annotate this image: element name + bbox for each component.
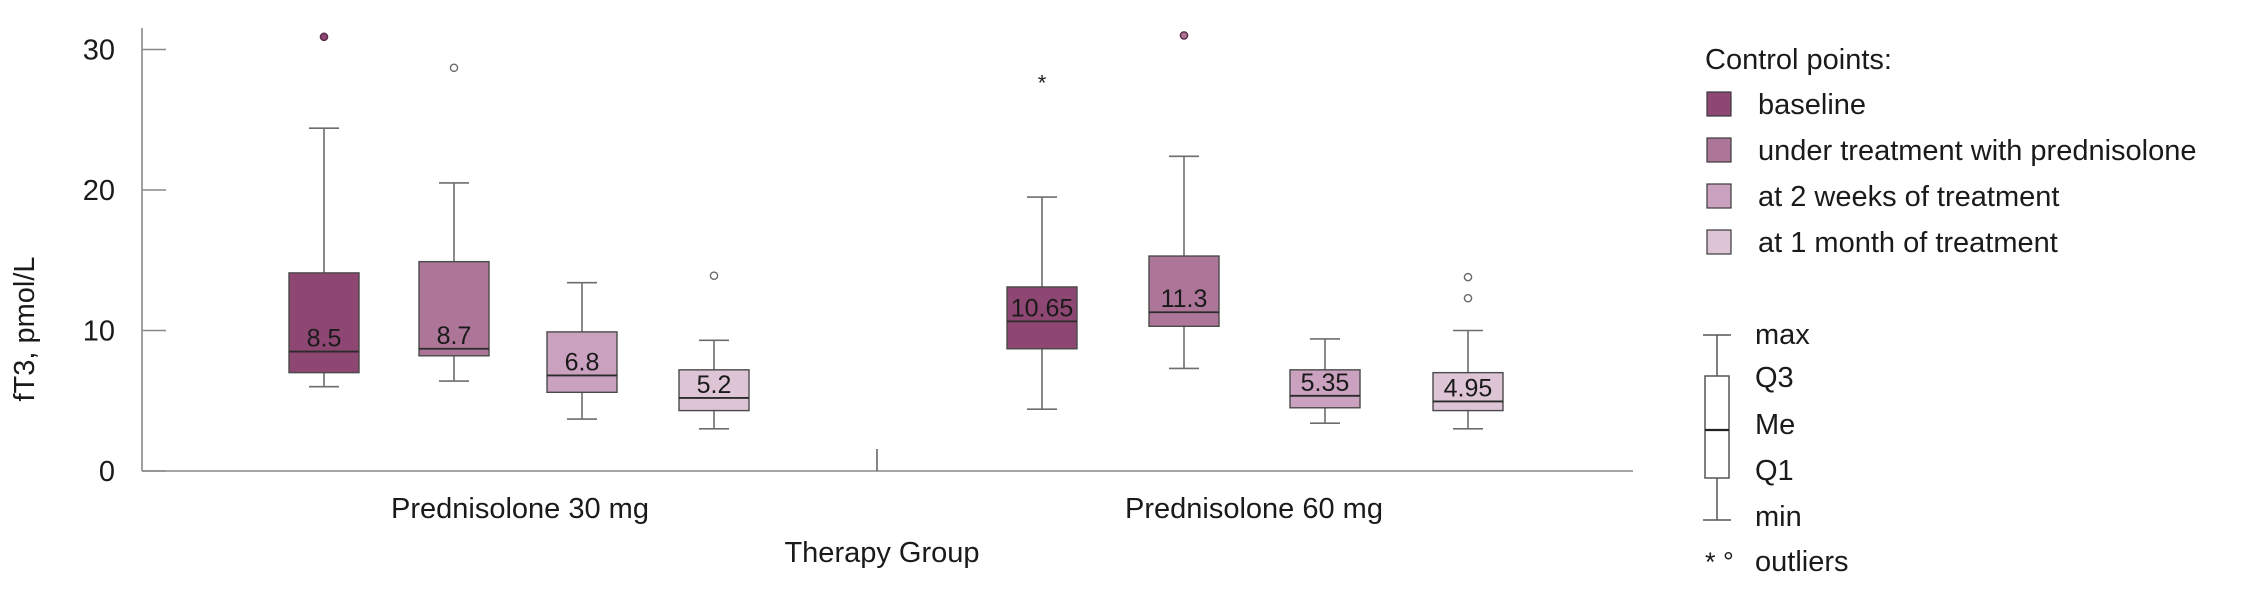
key-label-max: max — [1755, 319, 1810, 351]
x-axis-title: Therapy Group — [784, 537, 979, 569]
median-label: 11.3 — [1161, 285, 1208, 313]
box-iqr — [678, 369, 750, 412]
boxes: 8.5 8.7 6.8 5.2 10.65 * 11.3 5.35 4.95 — [288, 31, 1504, 430]
key-label-q1: Q1 — [1755, 455, 1794, 487]
outlier-star: * — [1038, 70, 1047, 95]
legend-swatch — [1706, 229, 1732, 255]
box-iqr — [418, 260, 490, 357]
y-axis-title: fT3, pmol/L — [9, 256, 41, 401]
legend-label: under treatment with prednisolone — [1758, 135, 2196, 167]
x-group-label: Prednisolone 60 mg — [1125, 493, 1383, 525]
box-4: 10.65 * — [1006, 70, 1078, 410]
y-tick-label: 30 — [83, 35, 115, 67]
boxplot-key: max Q3 Me Q1 min * ° outliers — [1703, 319, 1849, 578]
box-iqr — [1432, 371, 1504, 412]
y-tick-label: 0 — [99, 456, 115, 488]
box-5: 11.3 — [1148, 31, 1220, 370]
outlier-point — [449, 63, 459, 73]
median-label: 8.7 — [437, 322, 472, 350]
box-iqr — [546, 331, 618, 394]
median-label: 6.8 — [565, 348, 600, 376]
legend-label: at 2 weeks of treatment — [1758, 181, 2059, 213]
key-box — [1704, 375, 1730, 479]
median-label: 4.95 — [1444, 374, 1493, 402]
box-iqr — [1289, 369, 1361, 409]
median-label: 8.5 — [307, 325, 342, 353]
outlier-point — [1463, 293, 1473, 303]
median-label: 5.35 — [1301, 369, 1350, 397]
box-0: 8.5 — [288, 32, 360, 388]
box-7: 4.95 — [1432, 272, 1504, 430]
outlier-point — [709, 271, 719, 281]
legend-swatch — [1706, 137, 1732, 163]
box-6: 5.35 — [1289, 338, 1361, 425]
legend-swatch — [1706, 91, 1732, 117]
box-iqr — [1148, 255, 1220, 327]
key-label-q3: Q3 — [1755, 362, 1794, 394]
legend-label: at 1 month of treatment — [1758, 227, 2058, 259]
legend: Control points: baseline under treatment w… — [1705, 44, 2196, 259]
x-group-label: Prednisolone 30 mg — [391, 493, 649, 525]
box-3: 5.2 — [678, 271, 750, 430]
key-label-min: min — [1755, 501, 1802, 533]
y-tick-label: 10 — [83, 316, 115, 348]
key-outlier-symbols: * ° — [1705, 547, 1734, 577]
median-label: 5.2 — [697, 371, 732, 399]
outlier-point — [1463, 272, 1473, 282]
box-2: 6.8 — [546, 281, 618, 420]
box-1: 8.7 — [418, 63, 490, 382]
legend-title: Control points: — [1705, 44, 1892, 76]
box-iqr — [1006, 286, 1078, 350]
outlier-extreme — [319, 32, 329, 42]
axes: 0 10 20 30 Prednisolone 30 mg Prednisolone 60… — [83, 28, 1633, 525]
box-iqr — [288, 272, 360, 374]
key-label-outliers: outliers — [1755, 546, 1849, 578]
legend-label: baseline — [1758, 89, 1866, 121]
median-label: 10.65 — [1011, 294, 1074, 322]
legend-swatch — [1706, 183, 1732, 209]
y-tick-label: 20 — [83, 175, 115, 207]
key-label-me: Me — [1755, 409, 1795, 441]
outlier-extreme — [1179, 31, 1189, 40]
